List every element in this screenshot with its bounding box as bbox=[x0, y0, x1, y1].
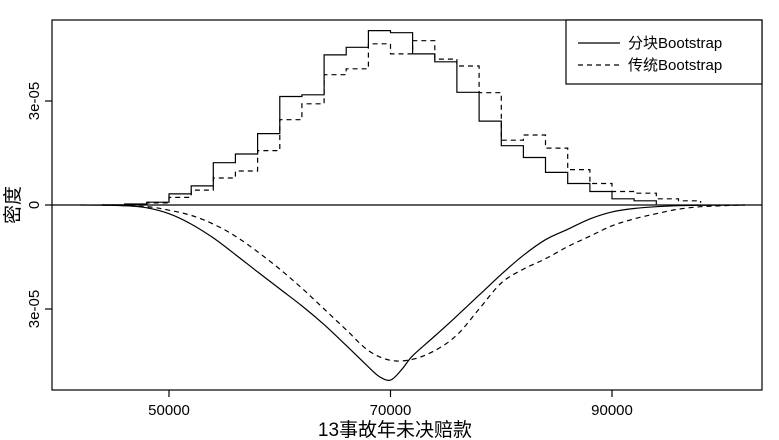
histogram-series-1 bbox=[146, 40, 702, 205]
density-curve-layer bbox=[80, 204, 745, 381]
histogram-series-0 bbox=[101, 30, 657, 206]
x-tick-label: 50000 bbox=[148, 402, 190, 419]
legend-box bbox=[565, 19, 763, 85]
y-axis: 3e-05 0 3e-05 bbox=[26, 82, 52, 328]
y-tick-label: 3e-05 bbox=[26, 290, 43, 328]
x-axis: 50000 70000 90000 bbox=[148, 390, 633, 419]
y-tick-label: 0 bbox=[26, 201, 43, 209]
legend: 分块Bootstrap 传统Bootstrap bbox=[565, 19, 763, 85]
legend-label-traditional-bootstrap: 传统Bootstrap bbox=[628, 57, 722, 74]
density-curve-series-0 bbox=[80, 204, 745, 381]
y-axis-label: 密度 bbox=[2, 186, 24, 224]
y-tick-label: 3e-05 bbox=[26, 82, 43, 120]
legend-label-block-bootstrap: 分块Bootstrap bbox=[628, 35, 722, 52]
x-tick-label: 70000 bbox=[370, 402, 412, 419]
histogram-layer bbox=[101, 30, 702, 206]
x-axis-label: 13事故年未决赔款 bbox=[318, 419, 472, 440]
x-tick-label: 90000 bbox=[591, 402, 633, 419]
density-curve-series-1 bbox=[102, 204, 745, 362]
